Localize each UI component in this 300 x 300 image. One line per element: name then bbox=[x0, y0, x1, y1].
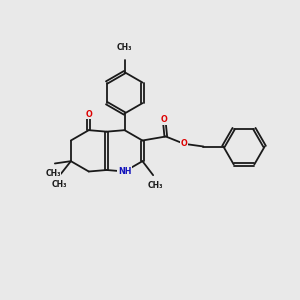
Text: O: O bbox=[161, 115, 167, 124]
Text: NH: NH bbox=[118, 167, 131, 176]
Text: O: O bbox=[181, 139, 188, 148]
Text: O: O bbox=[85, 110, 92, 119]
Text: CH₃: CH₃ bbox=[52, 180, 67, 189]
Text: CH₃: CH₃ bbox=[117, 43, 132, 52]
Text: CH₃: CH₃ bbox=[148, 181, 164, 190]
Text: CH₃: CH₃ bbox=[46, 169, 61, 178]
